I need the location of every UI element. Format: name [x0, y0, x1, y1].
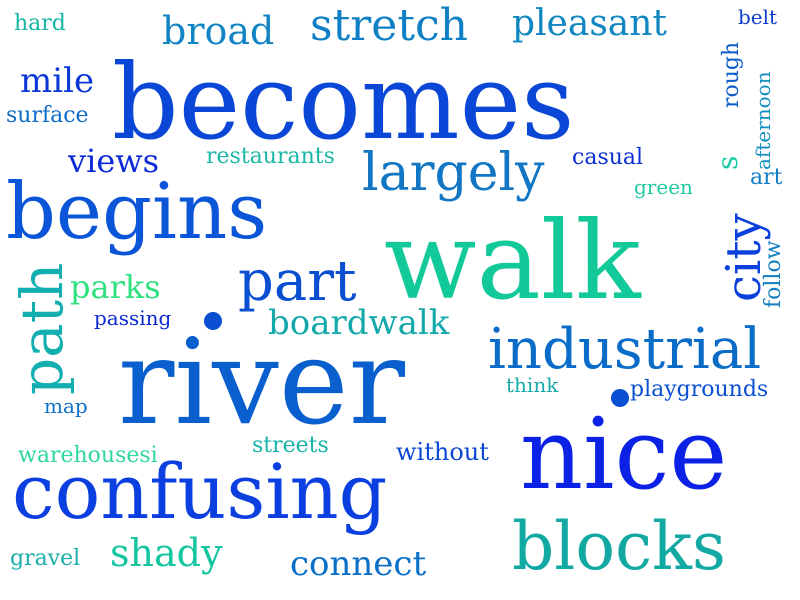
word-walk: walk	[384, 199, 642, 324]
word-belt: belt	[738, 5, 777, 29]
word-think: think	[506, 373, 559, 397]
word-afternoon: afternoon	[751, 71, 775, 170]
word-path: path	[8, 263, 76, 395]
word-playgrounds: playgrounds	[630, 377, 768, 402]
word-art: art	[750, 165, 783, 190]
word-stretch: stretch	[310, 0, 468, 51]
word-nice: nice	[520, 398, 727, 512]
word-shady: shady	[110, 531, 223, 575]
word-follow: follow	[761, 240, 786, 308]
word-s: s	[711, 156, 744, 170]
word-industrial: industrial	[488, 317, 761, 382]
word-connect: connect	[290, 544, 426, 584]
word-passing: passing	[94, 306, 172, 330]
word-river: river	[118, 313, 406, 451]
word-largely: largely	[362, 143, 545, 203]
word-surface: surface	[6, 103, 89, 128]
word-parks: parks	[70, 268, 161, 306]
dot-mark	[611, 389, 629, 407]
word-mile: mile	[20, 61, 94, 101]
word-map: map	[44, 394, 88, 418]
word-streets: streets	[252, 433, 329, 458]
word-warehousesi: warehousesi	[18, 443, 158, 468]
word-hard: hard	[14, 11, 66, 36]
word-part: part	[238, 249, 357, 314]
word-views: views	[67, 142, 159, 180]
word-green: green	[634, 175, 693, 199]
word-casual: casual	[572, 145, 643, 170]
word-confusing: confusing	[12, 447, 387, 536]
word-city: city	[716, 213, 772, 302]
word-boardwalk: boardwalk	[268, 303, 450, 343]
word-broad: broad	[162, 9, 274, 53]
word-without: without	[396, 438, 489, 466]
word-rough: rough	[719, 42, 744, 108]
dot-mark	[204, 312, 222, 330]
word-blocks: blocks	[512, 508, 726, 585]
word-begins: begins	[6, 167, 267, 257]
word-becomes: becomes	[112, 41, 575, 163]
word-gravel: gravel	[10, 546, 80, 571]
word-restaurants: restaurants	[206, 144, 335, 169]
word-pleasant: pleasant	[512, 3, 667, 44]
